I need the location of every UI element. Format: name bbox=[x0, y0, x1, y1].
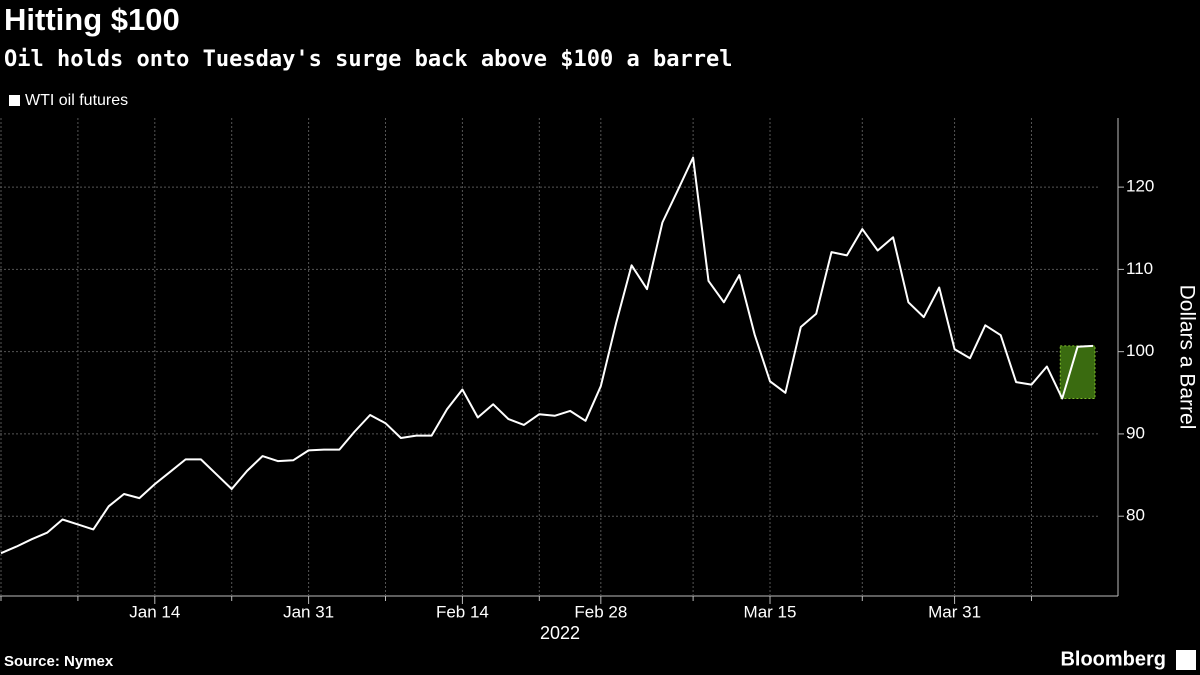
y-tick-label: 110 bbox=[1126, 259, 1153, 278]
brand: Bloomberg bbox=[1060, 648, 1166, 670]
source: Source: Nymex bbox=[4, 653, 114, 670]
x-tick-label: Feb 14 bbox=[436, 602, 489, 621]
chart-subtitle: Oil holds onto Tuesday's surge back abov… bbox=[4, 47, 732, 72]
x-tick-label: Feb 28 bbox=[574, 602, 627, 621]
legend-swatch bbox=[9, 95, 20, 106]
x-tick-label: Mar 15 bbox=[744, 602, 797, 621]
x-axis-label: 2022 bbox=[540, 623, 580, 643]
y-axis-label: Dollars a Barrel bbox=[1175, 285, 1198, 430]
brand-icon bbox=[1176, 650, 1196, 670]
x-tick-label: Jan 31 bbox=[283, 602, 334, 621]
x-tick-label: Jan 14 bbox=[129, 602, 180, 621]
chart-title: Hitting $100 bbox=[4, 2, 180, 37]
y-tick-label: 100 bbox=[1126, 341, 1154, 360]
line-series bbox=[0, 156, 1094, 555]
y-tick-label: 120 bbox=[1126, 177, 1154, 196]
y-tick-label: 80 bbox=[1126, 506, 1145, 525]
highlight bbox=[1059, 345, 1096, 400]
legend-label: WTI oil futures bbox=[25, 92, 128, 109]
y-tick-label: 90 bbox=[1126, 423, 1145, 442]
x-tick-label: Mar 31 bbox=[928, 602, 981, 621]
